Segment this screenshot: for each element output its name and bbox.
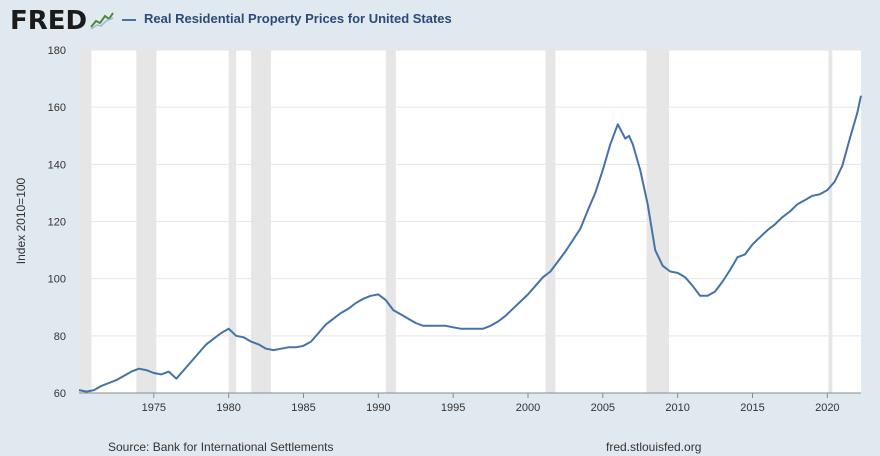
source-note: Source: Bank for International Settlemen… <box>108 440 334 454</box>
x-tick-label: 1990 <box>366 402 390 414</box>
x-tick-label: 1995 <box>441 402 465 414</box>
y-tick-label: 100 <box>48 274 66 286</box>
y-tick-label: 140 <box>48 159 66 171</box>
legend-label: Real Residential Property Prices for Uni… <box>144 11 452 26</box>
header: FRED Real Residential Property Prices fo… <box>0 0 880 40</box>
x-tick-label: 2020 <box>815 402 839 414</box>
y-tick-label: 120 <box>48 217 66 229</box>
series-line <box>78 95 862 393</box>
line-chart-icon <box>90 10 114 30</box>
x-tick-label: 2000 <box>516 402 540 414</box>
x-tick-label: 1985 <box>291 402 315 414</box>
x-tick-label: 2015 <box>740 402 764 414</box>
x-tick-label: 1980 <box>216 402 240 414</box>
y-tick-label: 60 <box>54 388 66 400</box>
x-tick-label: 2005 <box>591 402 615 414</box>
y-axis: 60 80 100 120 140 160 180 <box>48 45 66 400</box>
legend-swatch <box>122 19 136 21</box>
x-axis: 1975 1980 1985 1990 1995 2000 2005 2010 2015 2020 <box>142 393 840 414</box>
y-tick-label: 180 <box>48 45 66 57</box>
gridlines <box>79 49 861 394</box>
x-tick-label: 2010 <box>665 402 689 414</box>
x-tick-label: 1975 <box>142 402 166 414</box>
fred-logo[interactable]: FRED <box>10 6 88 36</box>
source-url[interactable]: fred.stlouisfed.org <box>606 440 702 454</box>
y-axis-label: Index 2010=100 <box>14 177 28 264</box>
y-tick-label: 80 <box>54 331 66 343</box>
y-tick-label: 160 <box>48 102 66 114</box>
